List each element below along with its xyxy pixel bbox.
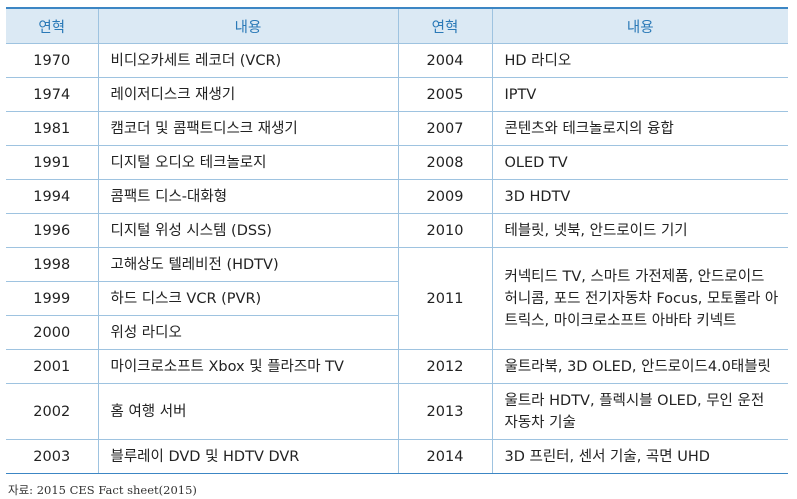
content-header: 내용 bbox=[97, 7, 398, 44]
content-cell: 3D 프린터, 센서 기술, 곡면 UHD bbox=[491, 439, 788, 474]
content-header-2: 내용 bbox=[491, 7, 788, 44]
ces-history-table: 연혁 내용 연혁 내용 1970 비디오카세트 레코더 (VCR) 2004 H… bbox=[6, 7, 788, 474]
content-cell: 캠코더 및 콤팩트디스크 재생기 bbox=[97, 111, 398, 146]
table-row: 1974 레이저디스크 재생기 2005 IPTV bbox=[6, 77, 788, 112]
content-cell: 홈 여행 서버 bbox=[97, 383, 398, 440]
content-cell: 울트라북, 3D OLED, 안드로이드4.0태블릿 bbox=[491, 349, 788, 384]
year-cell: 2003 bbox=[6, 439, 98, 474]
year-cell: 2014 bbox=[397, 439, 492, 474]
content-cell: 고해상도 텔레비전 (HDTV) bbox=[97, 247, 398, 282]
content-cell: 디지털 위성 시스템 (DSS) bbox=[97, 213, 398, 248]
table-row: 2001 마이크로소프트 Xbox 및 플라즈마 TV 2012 울트라북, 3… bbox=[6, 349, 788, 384]
year-cell: 2010 bbox=[397, 213, 492, 248]
table-row: 2000 위성 라디오 bbox=[6, 315, 788, 350]
content-cell: 울트라 HDTV, 플렉시블 OLED, 무인 운전 자동차 기술 bbox=[491, 383, 788, 440]
year-cell: 2011 bbox=[397, 247, 492, 350]
year-cell: 2001 bbox=[6, 349, 98, 384]
year-cell: 2012 bbox=[397, 349, 492, 384]
content-cell: IPTV bbox=[491, 77, 788, 112]
year-cell: 2009 bbox=[397, 179, 492, 214]
year-cell: 1970 bbox=[6, 43, 98, 78]
table-row: 1994 콤팩트 디스-대화형 2009 3D HDTV bbox=[6, 179, 788, 214]
table-row: 1998 고해상도 텔레비전 (HDTV) 2011 커넥티드 TV, 스마트 … bbox=[6, 247, 788, 350]
content-cell: 위성 라디오 bbox=[97, 315, 398, 350]
content-cell: 하드 디스크 VCR (PVR) bbox=[97, 281, 398, 316]
table-row: 1999 하드 디스크 VCR (PVR) bbox=[6, 281, 788, 316]
content-cell: 디지털 오디오 테크놀로지 bbox=[97, 145, 398, 180]
content-cell: OLED TV bbox=[491, 145, 788, 180]
table-row: 1991 디지털 오디오 테크놀로지 2008 OLED TV bbox=[6, 145, 788, 180]
table-row: 2003 블루레이 DVD 및 HDTV DVR 2014 3D 프린터, 센서… bbox=[6, 439, 788, 474]
year-cell: 1996 bbox=[6, 213, 98, 248]
year-cell: 2000 bbox=[6, 315, 98, 350]
year-cell: 2008 bbox=[397, 145, 492, 180]
content-cell: 테블릿, 넷북, 안드로이드 기기 bbox=[491, 213, 788, 248]
table-row: 1981 캠코더 및 콤팩트디스크 재생기 2007 콘텐츠와 테크놀로지의 융… bbox=[6, 111, 788, 146]
year-cell: 1974 bbox=[6, 77, 98, 112]
year-cell: 1994 bbox=[6, 179, 98, 214]
table-row: 2002 홈 여행 서버 2013 울트라 HDTV, 플렉시블 OLED, 무… bbox=[6, 383, 788, 440]
year-header-2: 연혁 bbox=[397, 7, 492, 44]
content-cell: 레이저디스크 재생기 bbox=[97, 77, 398, 112]
table-row: 1970 비디오카세트 레코더 (VCR) 2004 HD 라디오 bbox=[6, 43, 788, 78]
year-cell: 2002 bbox=[6, 383, 98, 440]
content-cell: 콘텐츠와 테크놀로지의 융합 bbox=[491, 111, 788, 146]
year-cell: 1998 bbox=[6, 247, 98, 282]
content-cell: HD 라디오 bbox=[491, 43, 788, 78]
year-cell: 2004 bbox=[397, 43, 492, 78]
content-cell: 3D HDTV bbox=[491, 179, 788, 214]
content-cell: 콤팩트 디스-대화형 bbox=[97, 179, 398, 214]
year-cell: 1999 bbox=[6, 281, 98, 316]
year-header: 연혁 bbox=[6, 7, 98, 44]
source-note: 자료: 2015 CES Fact sheet(2015) bbox=[8, 483, 197, 497]
year-cell: 1991 bbox=[6, 145, 98, 180]
content-cell: 마이크로소프트 Xbox 및 플라즈마 TV bbox=[97, 349, 398, 384]
content-cell: 커넥티드 TV, 스마트 가전제품, 안드로이드 허니콤, 포드 전기자동차 F… bbox=[491, 247, 788, 350]
year-cell: 1981 bbox=[6, 111, 98, 146]
table-row: 1996 디지털 위성 시스템 (DSS) 2010 테블릿, 넷북, 안드로이… bbox=[6, 213, 788, 248]
year-cell: 2007 bbox=[397, 111, 492, 146]
table-header-row: 연혁 내용 연혁 내용 bbox=[6, 7, 788, 44]
year-cell: 2005 bbox=[397, 77, 492, 112]
content-cell: 비디오카세트 레코더 (VCR) bbox=[97, 43, 398, 78]
year-cell: 2013 bbox=[397, 383, 492, 440]
content-cell: 블루레이 DVD 및 HDTV DVR bbox=[97, 439, 398, 474]
